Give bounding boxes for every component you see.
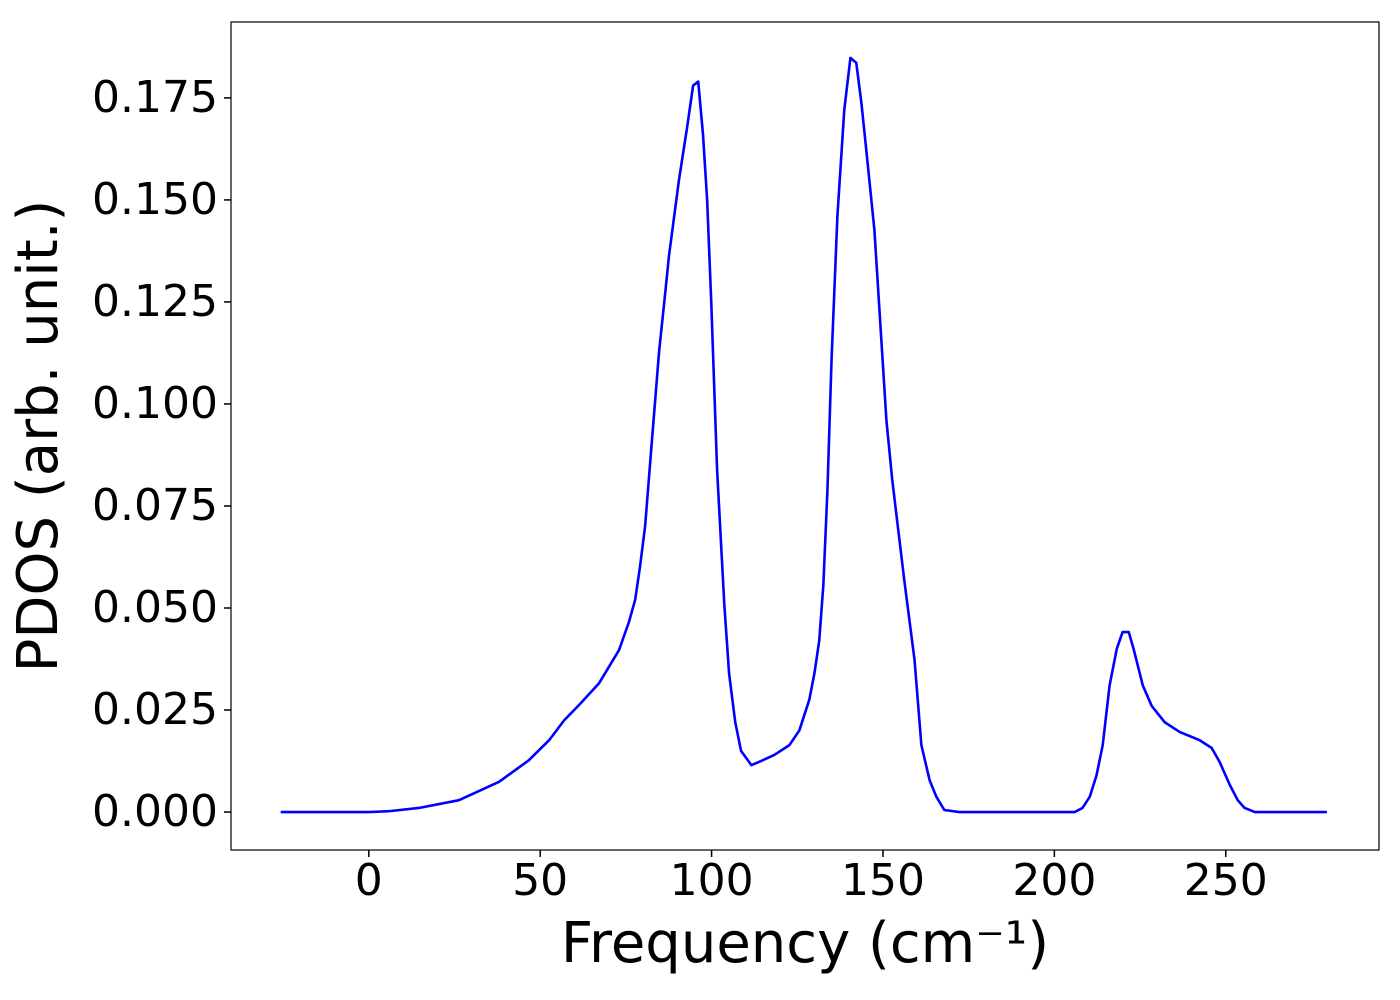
data-line xyxy=(280,56,1327,814)
y-tick-label: 0.125 xyxy=(92,276,218,327)
x-tick-label: 100 xyxy=(670,855,754,906)
x-tick-label: 150 xyxy=(841,855,925,906)
y-tick-label: 0.000 xyxy=(92,786,218,837)
x-tick-label: 50 xyxy=(512,855,568,906)
y-tick-label: 0.150 xyxy=(92,174,218,225)
x-tick-label: 250 xyxy=(1184,855,1268,906)
plot-frame xyxy=(230,21,1380,851)
y-tick-label: 0.075 xyxy=(92,480,218,531)
x-axis-label: Frequency (cm⁻¹) xyxy=(561,911,1049,976)
y-tick-label: 0.175 xyxy=(92,72,218,123)
x-tick-label: 0 xyxy=(355,855,383,906)
y-tick-label: 0.100 xyxy=(92,378,218,429)
y-tick-label: 0.050 xyxy=(92,582,218,633)
x-tick-label: 200 xyxy=(1012,855,1096,906)
y-tick-label: 0.025 xyxy=(92,684,218,735)
y-axis-label: PDOS (arb. unit.) xyxy=(6,200,71,673)
